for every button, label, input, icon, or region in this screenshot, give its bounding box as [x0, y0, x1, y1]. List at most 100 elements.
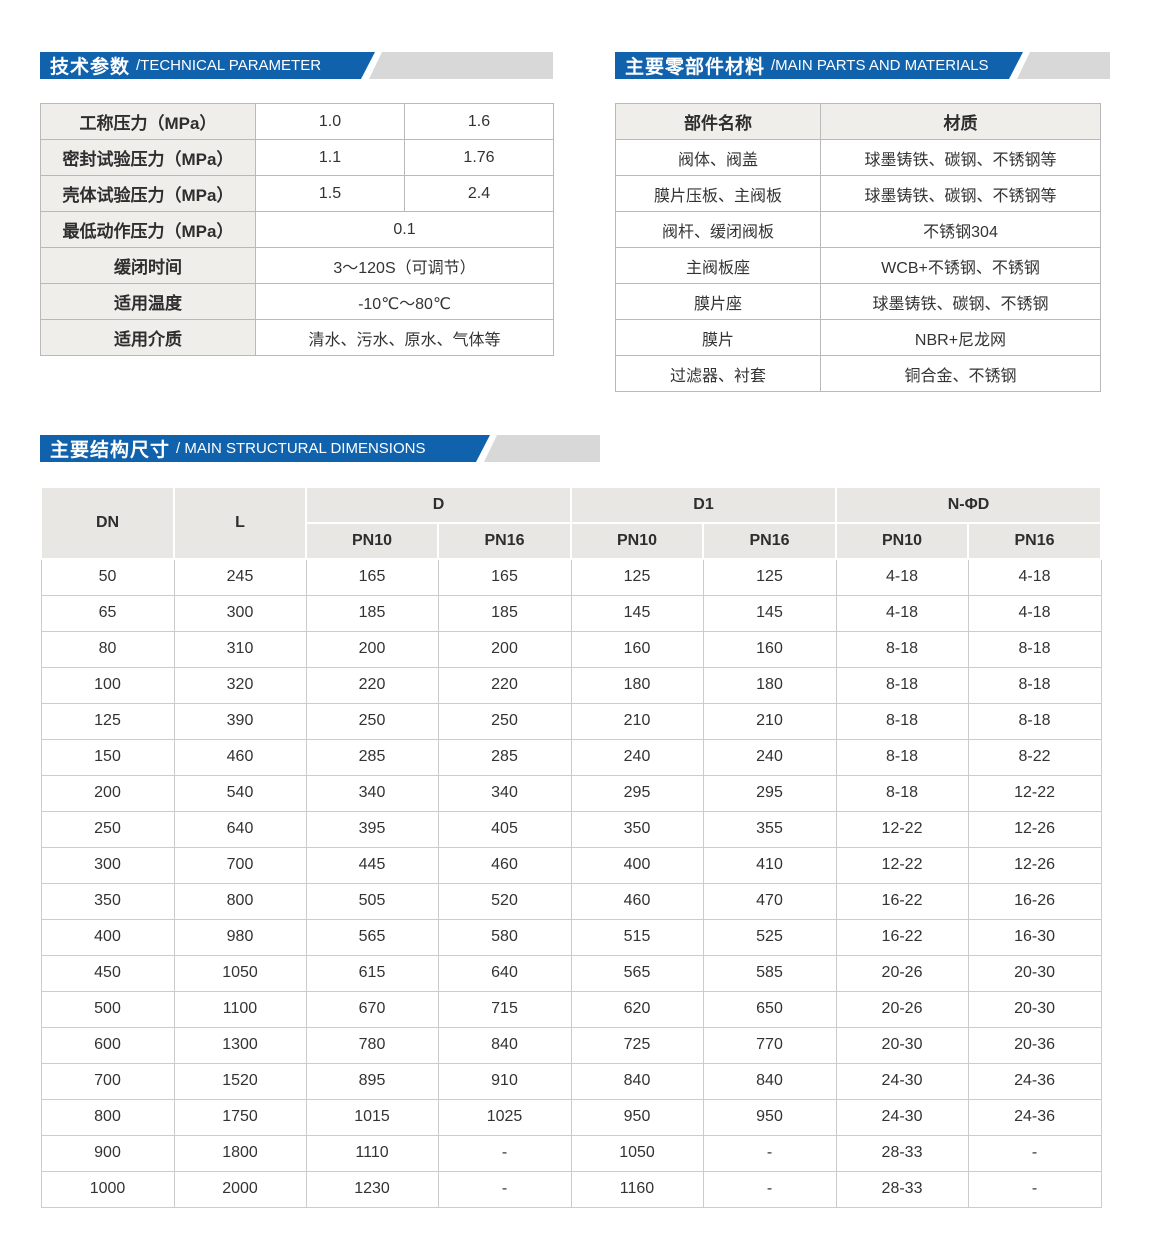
table-row: 250 640 395 405 350 355 12-22 12-26 — [40, 810, 1102, 848]
section-title-en: / MAIN STRUCTURAL DIMENSIONS — [176, 440, 426, 457]
d1-pn16-cell: 410 — [702, 846, 837, 884]
nphid-pn10-cell: 8-18 — [835, 630, 969, 668]
table-row: 最低动作压力（MPa） 0.1 — [40, 211, 554, 248]
dn-cell: 100 — [40, 666, 175, 704]
table-row: 膜片压板、主阀板 球墨铸铁、碳钢、不锈钢等 — [615, 175, 1101, 212]
table-row: 500 1100 670 715 620 650 20-26 20-30 — [40, 990, 1102, 1028]
d1-pn16-cell: 840 — [702, 1062, 837, 1100]
l-cell: 460 — [173, 738, 307, 776]
param-label: 适用介质 — [40, 319, 256, 356]
nphid-pn10-cell: 28-33 — [835, 1170, 969, 1208]
d-pn16-cell: 580 — [437, 918, 572, 956]
d1-pn16-cell: 470 — [702, 882, 837, 920]
material-cell: 不锈钢304 — [820, 211, 1101, 248]
param-label: 壳体试验压力（MPa） — [40, 175, 256, 212]
table-row: 200 540 340 340 295 295 8-18 12-22 — [40, 774, 1102, 812]
nphid-pn10-cell: 8-18 — [835, 702, 969, 740]
nphid-pn16-cell: 8-18 — [967, 702, 1102, 740]
nphid-pn16-cell: - — [967, 1134, 1102, 1172]
d-pn10-cell: 165 — [305, 558, 439, 596]
d1-pn16-cell: 525 — [702, 918, 837, 956]
d-pn10-cell: 340 — [305, 774, 439, 812]
d-pn10-cell: 200 — [305, 630, 439, 668]
param-value: 1.76 — [404, 139, 554, 176]
dimensions-table-head: DN L D D1 N-ΦD PN10 PN16 PN10 PN16 PN10 … — [40, 486, 1103, 560]
section-header-main-parts-materials: 主要零部件材料 /MAIN PARTS AND MATERIALS — [615, 52, 1110, 79]
d1-pn10-cell: 725 — [570, 1026, 704, 1064]
part-name-cell: 膜片座 — [615, 283, 821, 320]
table-header-row: DN L D D1 N-ΦD — [40, 486, 1103, 560]
nphid-pn10-cell: 20-30 — [835, 1026, 969, 1064]
nphid-pn16-cell: 24-36 — [967, 1098, 1102, 1136]
table-row: 阀体、阀盖 球墨铸铁、碳钢、不锈钢等 — [615, 139, 1101, 176]
table-row: 125 390 250 250 210 210 8-18 8-18 — [40, 702, 1102, 740]
column-header-d: D — [305, 486, 572, 524]
column-header-pn16: PN16 — [701, 522, 838, 560]
param-label: 最低动作压力（MPa） — [40, 211, 256, 248]
d1-pn10-cell: 400 — [570, 846, 704, 884]
d1-pn10-cell: 840 — [570, 1062, 704, 1100]
d1-pn10-cell: 1050 — [570, 1134, 704, 1172]
d1-pn10-cell: 295 — [570, 774, 704, 812]
header-gray-band — [484, 435, 600, 462]
param-value: 2.4 — [404, 175, 554, 212]
nphid-pn10-cell: 4-18 — [835, 594, 969, 632]
d-pn10-cell: 285 — [305, 738, 439, 776]
column-header-pn10: PN10 — [835, 522, 970, 560]
d1-pn16-cell: - — [702, 1134, 837, 1172]
table-row: 350 800 505 520 460 470 16-22 16-26 — [40, 882, 1102, 920]
param-label: 适用温度 — [40, 283, 256, 320]
table-row: 主阀板座 WCB+不锈钢、不锈钢 — [615, 247, 1101, 284]
d-pn16-cell: 910 — [437, 1062, 572, 1100]
dn-cell: 150 — [40, 738, 175, 776]
table-row: 65 300 185 185 145 145 4-18 4-18 — [40, 594, 1102, 632]
column-header-pn10: PN10 — [570, 522, 704, 560]
l-cell: 310 — [173, 630, 307, 668]
d-pn16-cell: 460 — [437, 846, 572, 884]
d1-pn10-cell: 125 — [570, 558, 704, 596]
d1-pn16-cell: 145 — [702, 594, 837, 632]
nphid-pn16-cell: 12-22 — [967, 774, 1102, 812]
l-cell: 1300 — [173, 1026, 307, 1064]
l-cell: 245 — [173, 558, 307, 596]
dn-cell: 500 — [40, 990, 175, 1028]
d1-pn16-cell: 950 — [702, 1098, 837, 1136]
section-header-structural-dimensions: 主要结构尺寸 / MAIN STRUCTURAL DIMENSIONS — [40, 435, 600, 462]
d1-pn16-cell: 240 — [702, 738, 837, 776]
column-header-n-phi-d: N-ΦD — [835, 486, 1103, 524]
l-cell: 1520 — [173, 1062, 307, 1100]
material-cell: WCB+不锈钢、不锈钢 — [820, 247, 1101, 284]
dn-cell: 600 — [40, 1026, 175, 1064]
d1-pn16-cell: 295 — [702, 774, 837, 812]
d-pn16-cell: 220 — [437, 666, 572, 704]
d1-pn10-cell: 160 — [570, 630, 704, 668]
table-row: 适用温度 -10℃～80℃ — [40, 283, 554, 320]
part-name-cell: 过滤器、衬套 — [615, 355, 821, 392]
column-header-l: L — [173, 486, 307, 560]
nphid-pn10-cell: 24-30 — [835, 1062, 969, 1100]
dn-cell: 450 — [40, 954, 175, 992]
l-cell: 540 — [173, 774, 307, 812]
table-row: 密封试验压力（MPa） 1.1 1.76 — [40, 139, 554, 176]
table-row: 900 1800 1110 - 1050 - 28-33 - — [40, 1134, 1102, 1172]
d-pn10-cell: 615 — [305, 954, 439, 992]
d1-pn16-cell: 180 — [702, 666, 837, 704]
table-row: 膜片 NBR+尼龙网 — [615, 319, 1101, 356]
d1-pn10-cell: 180 — [570, 666, 704, 704]
nphid-pn16-cell: 8-18 — [967, 666, 1102, 704]
header-gray-band — [1017, 52, 1110, 79]
l-cell: 1050 — [173, 954, 307, 992]
table-row: 工称压力（MPa） 1.0 1.6 — [40, 103, 554, 140]
dn-cell: 65 — [40, 594, 175, 632]
table-row: 700 1520 895 910 840 840 24-30 24-36 — [40, 1062, 1102, 1100]
material-cell: 球墨铸铁、碳钢、不锈钢 — [820, 283, 1101, 320]
table-row: 300 700 445 460 400 410 12-22 12-26 — [40, 846, 1102, 884]
d-pn16-cell: 285 — [437, 738, 572, 776]
dn-cell: 80 — [40, 630, 175, 668]
column-header-pn16: PN16 — [437, 522, 572, 560]
dn-cell: 125 — [40, 702, 175, 740]
part-name-cell: 膜片 — [615, 319, 821, 356]
d1-pn16-cell: 650 — [702, 990, 837, 1028]
table-header-row: 部件名称 材质 — [615, 103, 1101, 140]
column-header-part: 部件名称 — [615, 103, 821, 140]
